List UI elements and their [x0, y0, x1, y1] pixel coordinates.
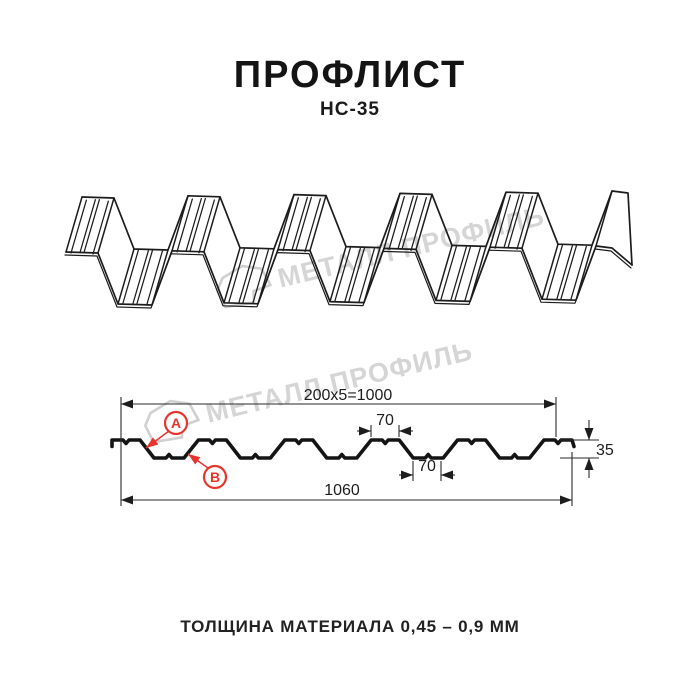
metall-profil-logo-icon [216, 264, 272, 309]
profile-cross-section [110, 438, 576, 460]
profile-line [252, 249, 269, 304]
thickness-note: ТОЛЩИНА МАТЕРИАЛА 0,45 – 0,9 ММ [180, 617, 520, 636]
profile-line [435, 244, 453, 302]
dim-bottom70-label: 70 [418, 458, 436, 475]
profile-line [334, 247, 351, 302]
profile-line [277, 193, 295, 251]
metall-profil-logo-icon [144, 399, 200, 444]
profile-line [383, 192, 401, 250]
profile-line [122, 249, 139, 304]
profile-line [291, 196, 308, 251]
profile-line [309, 194, 327, 252]
profile-line [469, 245, 487, 303]
dimension-lines [120, 397, 599, 506]
profile-line [97, 197, 115, 254]
profile-line [223, 247, 241, 304]
profile-line [464, 246, 481, 302]
profile-code: НС-35 [320, 99, 380, 120]
profile-line [242, 248, 259, 303]
callout-a-arrow [145, 430, 170, 449]
profile-line [521, 192, 539, 249]
callout-a-letter: A [171, 415, 181, 431]
profile-line [64, 248, 632, 309]
page-title: ПРОФЛИСТ [233, 54, 467, 96]
profile-line [595, 190, 613, 247]
profile-line [110, 438, 576, 460]
profile-line [440, 245, 457, 301]
profile-line [132, 250, 149, 305]
profile-line [401, 195, 418, 250]
profile-line [79, 199, 96, 254]
profile-line [489, 191, 507, 248]
profile-line [65, 196, 83, 253]
profile-line [348, 247, 365, 302]
profile-line [344, 247, 361, 302]
profile-line [83, 199, 100, 254]
profile-line [304, 198, 321, 253]
profile-line [151, 249, 169, 306]
dim-height-label: 35 [596, 442, 614, 459]
profile-line [560, 245, 577, 300]
profile-line [136, 250, 153, 305]
profile-line [397, 195, 414, 250]
profile-line [282, 197, 299, 252]
profile-line [189, 197, 206, 252]
profile-line [556, 245, 573, 300]
profile-line [238, 248, 255, 303]
profile-line [295, 196, 312, 251]
profile-line [363, 246, 381, 304]
profile-line [541, 243, 559, 300]
callout-b-badge [202, 464, 228, 490]
profile-line [450, 246, 467, 301]
profile-line [176, 198, 193, 253]
profile-line [575, 244, 593, 301]
profile-line [415, 193, 433, 251]
profile-line [117, 248, 135, 305]
profile-line [198, 199, 215, 254]
profile-line [507, 194, 524, 249]
dimension-labels: 200x5=1000 70 70 35 1060 [304, 387, 614, 499]
profile-line [570, 245, 587, 300]
profile-3d-view [64, 190, 633, 309]
profile-line [146, 250, 163, 305]
profile-line [358, 248, 375, 303]
profile-line [228, 248, 245, 303]
callout-a-badge [163, 410, 189, 436]
callout-b-letter: B [210, 469, 220, 485]
profile-line [503, 194, 520, 249]
callouts: A B [145, 410, 228, 490]
profile-line [494, 194, 511, 249]
profile-line [70, 199, 87, 254]
profile-line [546, 244, 563, 299]
callout-b-arrow [187, 453, 209, 469]
dim-full-width-label: 1060 [324, 482, 360, 499]
profile-line [92, 200, 109, 255]
profile-line [329, 245, 347, 303]
profile-line [388, 195, 405, 251]
profile-line [516, 195, 533, 250]
watermark-text: МЕТАЛЛ ПРОФИЛЬ [203, 336, 476, 429]
profile-line [410, 196, 427, 252]
dim-top70-label: 70 [376, 412, 394, 429]
profile-line [454, 246, 471, 301]
profile-line [185, 197, 202, 252]
dim-working-width-label: 200x5=1000 [304, 387, 393, 404]
profile-line [257, 248, 275, 305]
profile-line [171, 195, 189, 252]
profile-line [203, 196, 221, 253]
